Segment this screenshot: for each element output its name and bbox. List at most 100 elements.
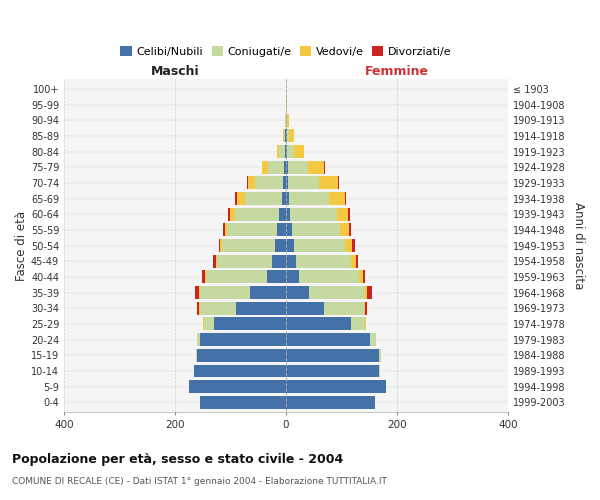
Bar <box>194 364 286 378</box>
Bar <box>295 145 304 158</box>
Bar <box>235 192 236 205</box>
Bar <box>367 286 372 299</box>
Bar <box>286 192 289 205</box>
Bar <box>256 176 283 190</box>
Bar <box>277 145 280 158</box>
Bar <box>286 176 288 190</box>
Bar <box>235 208 280 220</box>
Bar <box>296 255 352 268</box>
Bar <box>348 208 350 220</box>
Y-axis label: Fasce di età: Fasce di età <box>15 210 28 280</box>
Bar <box>228 208 230 220</box>
Bar <box>287 130 289 142</box>
Bar <box>286 161 287 173</box>
Bar <box>362 270 365 283</box>
Bar <box>202 270 205 283</box>
Bar <box>288 176 319 190</box>
Bar <box>284 130 286 142</box>
Text: Popolazione per età, sesso e stato civile - 2004: Popolazione per età, sesso e stato civil… <box>12 452 343 466</box>
Bar <box>308 161 324 173</box>
Bar <box>281 192 286 205</box>
Bar <box>345 192 346 205</box>
Bar <box>200 396 286 408</box>
Bar <box>365 302 367 314</box>
Bar <box>286 333 370 346</box>
Bar <box>286 270 299 283</box>
Bar <box>286 318 352 330</box>
Bar <box>286 380 386 393</box>
Bar <box>349 224 352 236</box>
Bar <box>289 130 295 142</box>
Bar <box>196 349 197 362</box>
Bar <box>329 192 345 205</box>
Bar <box>280 208 286 220</box>
Bar <box>356 255 358 268</box>
Bar <box>379 349 382 362</box>
Bar <box>215 255 217 268</box>
Bar <box>220 239 222 252</box>
Bar <box>286 208 290 220</box>
Bar <box>250 286 286 299</box>
Bar <box>272 255 286 268</box>
Y-axis label: Anni di nascita: Anni di nascita <box>572 202 585 290</box>
Bar <box>286 396 375 408</box>
Bar <box>286 255 296 268</box>
Bar <box>266 270 286 283</box>
Bar <box>197 349 286 362</box>
Bar <box>245 192 281 205</box>
Bar <box>286 286 309 299</box>
Bar <box>365 286 367 299</box>
Bar <box>294 239 346 252</box>
Bar <box>309 286 365 299</box>
Bar <box>248 176 256 190</box>
Bar <box>290 208 337 220</box>
Bar <box>338 176 339 190</box>
Bar <box>225 224 227 236</box>
Bar <box>287 145 295 158</box>
Bar <box>359 270 362 283</box>
Bar <box>324 302 364 314</box>
Text: Maschi: Maschi <box>151 65 199 78</box>
Bar <box>287 114 289 126</box>
Bar <box>262 161 268 173</box>
Bar <box>292 224 340 236</box>
Bar <box>217 255 272 268</box>
Bar <box>200 333 286 346</box>
Bar <box>223 224 225 236</box>
Bar <box>189 380 286 393</box>
Bar <box>352 239 355 252</box>
Bar <box>219 239 220 252</box>
Legend: Celibi/Nubili, Coniugati/e, Vedovi/e, Divorziati/e: Celibi/Nubili, Coniugati/e, Vedovi/e, Di… <box>116 42 456 61</box>
Bar <box>286 302 324 314</box>
Text: Femmine: Femmine <box>365 65 429 78</box>
Bar <box>352 318 365 330</box>
Bar <box>286 364 379 378</box>
Bar <box>236 302 286 314</box>
Bar <box>206 270 266 283</box>
Bar <box>352 255 356 268</box>
Bar <box>268 161 284 173</box>
Bar <box>230 208 235 220</box>
Bar <box>204 318 214 330</box>
Bar <box>227 224 277 236</box>
Bar <box>213 255 215 268</box>
Bar <box>247 176 248 190</box>
Bar <box>283 176 286 190</box>
Bar <box>275 239 286 252</box>
Bar <box>197 333 200 346</box>
Bar <box>214 318 286 330</box>
Bar <box>280 145 285 158</box>
Bar <box>195 286 199 299</box>
Bar <box>299 270 359 283</box>
Bar <box>277 224 286 236</box>
Bar <box>236 192 245 205</box>
Bar <box>222 239 275 252</box>
Bar <box>200 286 250 299</box>
Bar <box>337 208 348 220</box>
Bar <box>197 302 199 314</box>
Text: COMUNE DI RECALE (CE) - Dati ISTAT 1° gennaio 2004 - Elaborazione TUTTITALIA.IT: COMUNE DI RECALE (CE) - Dati ISTAT 1° ge… <box>12 478 387 486</box>
Bar <box>287 161 308 173</box>
Bar <box>286 224 292 236</box>
Bar <box>200 302 236 314</box>
Bar <box>319 176 338 190</box>
